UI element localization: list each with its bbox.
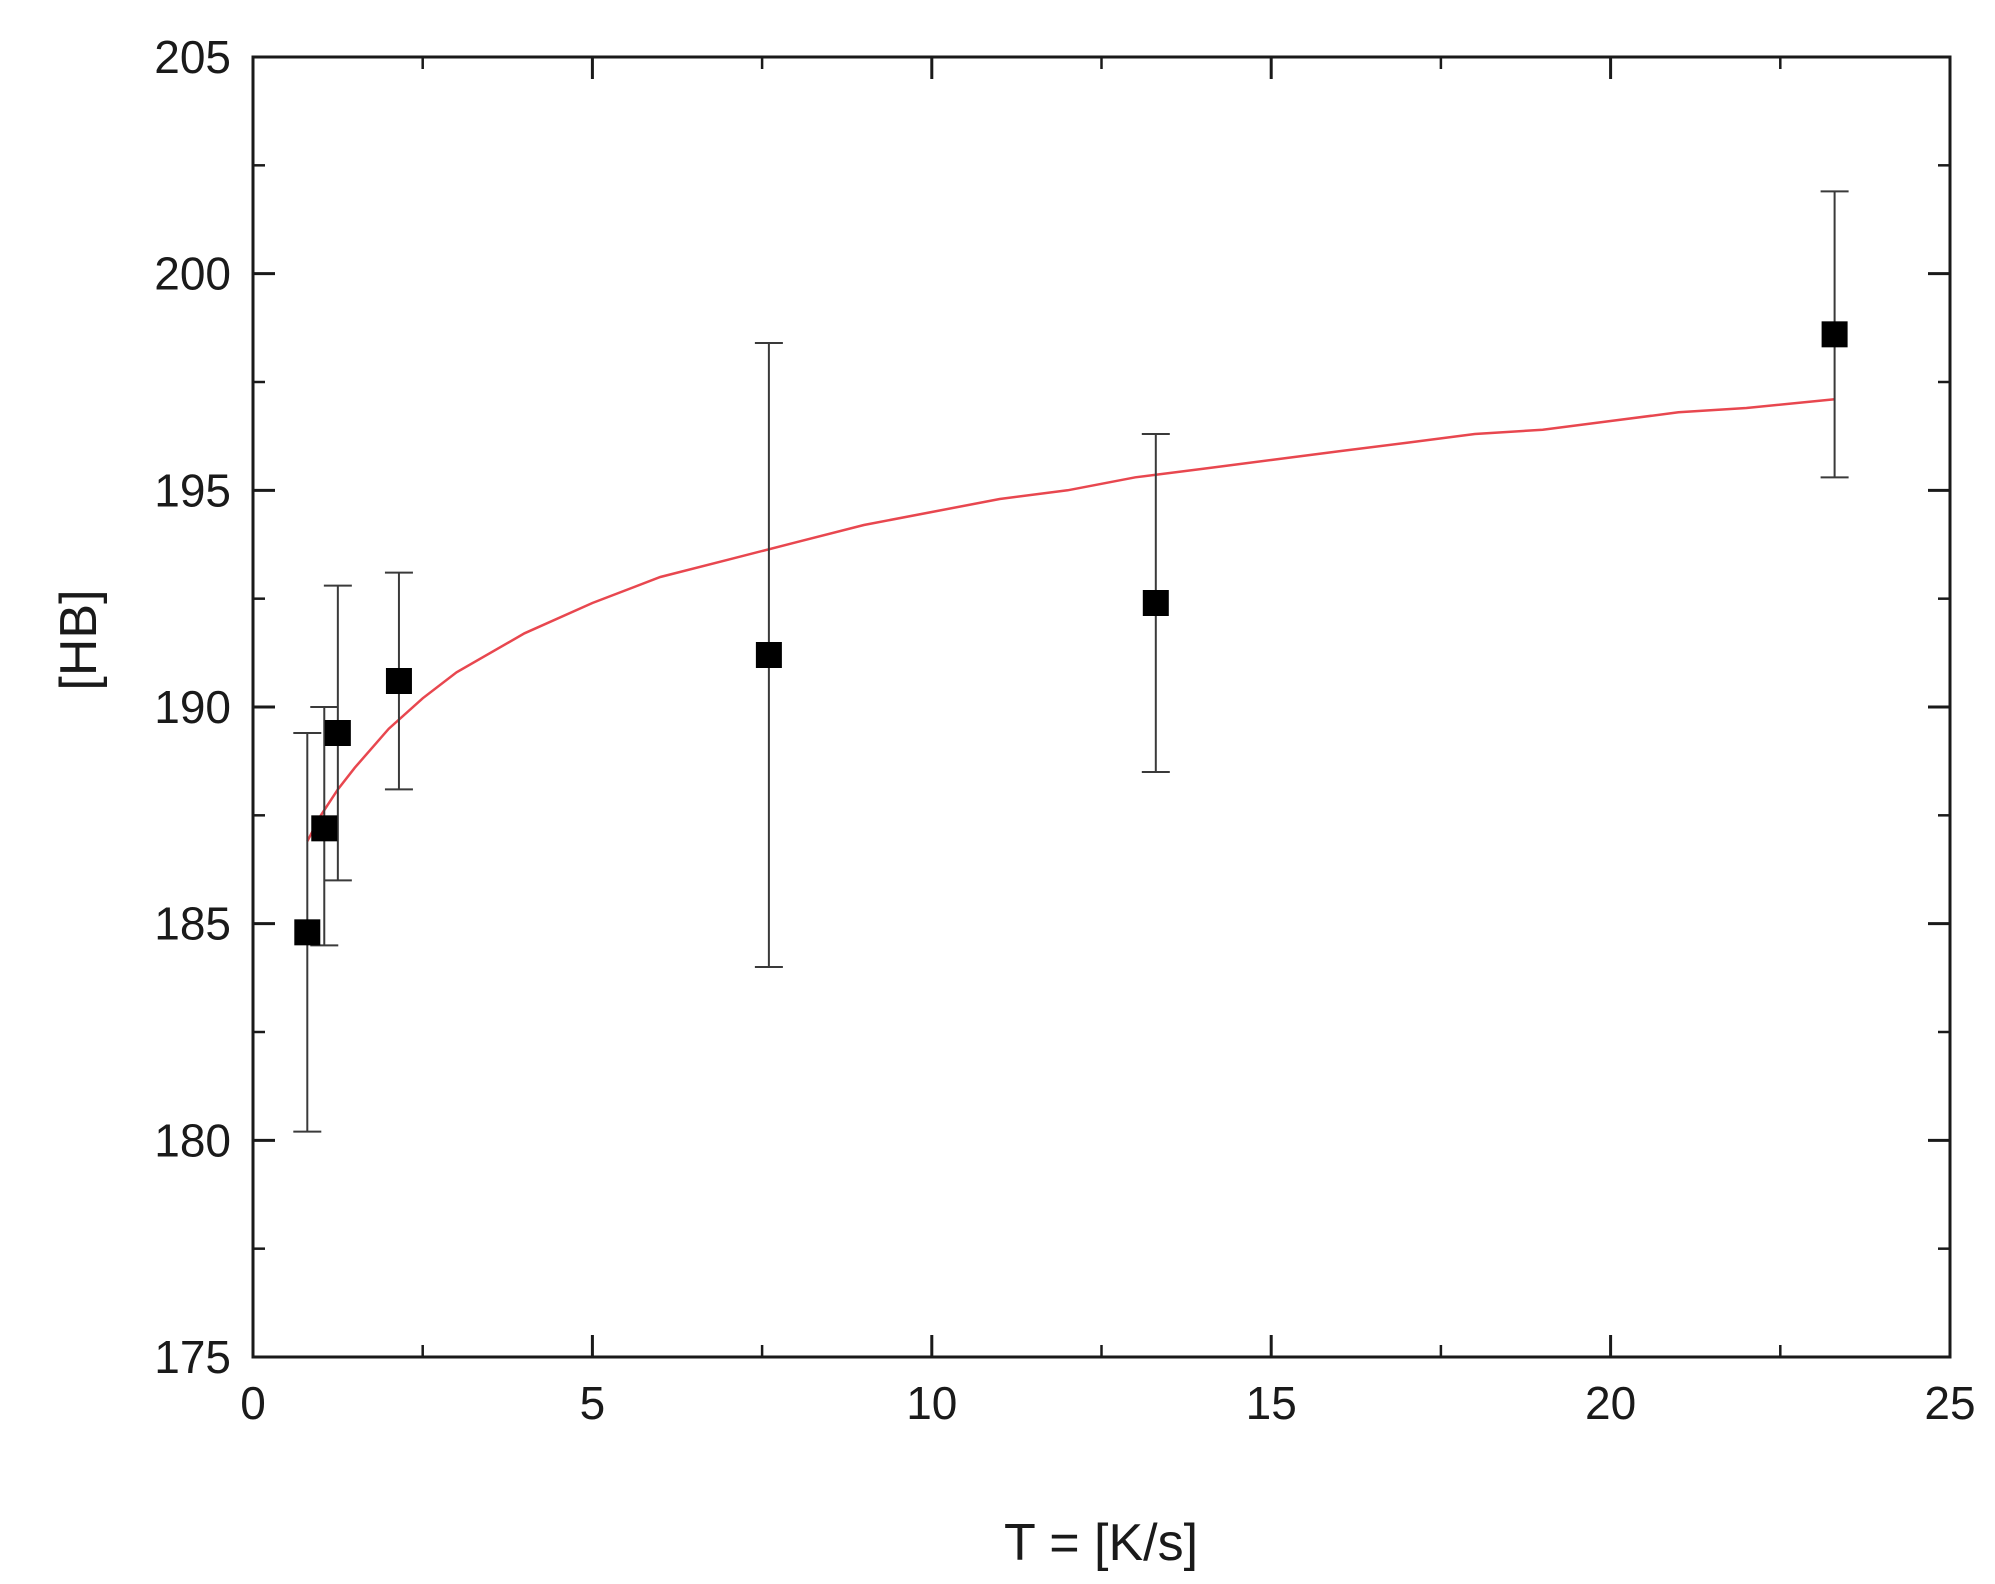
y-tick-label: 200 (154, 248, 231, 300)
y-tick-label: 190 (154, 681, 231, 733)
y-tick-label: 185 (154, 898, 231, 950)
y-tick-label: 195 (154, 464, 231, 516)
y-tick-labels: 175 180 185 190 195 200 205 (154, 31, 231, 1383)
x-tick-label: 20 (1585, 1377, 1636, 1429)
y-tick-label: 205 (154, 31, 231, 83)
x-axis-title: T = [K/s] (1004, 1514, 1198, 1572)
data-point-marker (385, 668, 412, 694)
x-tick-label: 0 (240, 1377, 266, 1429)
data-point-marker (324, 720, 351, 746)
x-tick-labels: 0 5 10 15 20 25 (240, 1377, 1975, 1429)
error-bars (293, 190, 1849, 1133)
plot-frame (251, 55, 1952, 1359)
x-tick-label: 25 (1924, 1377, 1975, 1429)
y-major-ticks (253, 55, 1950, 1359)
x-minor-ticks (421, 57, 1782, 1357)
data-point-marker (311, 815, 338, 842)
x-tick-label: 10 (906, 1377, 957, 1429)
data-point-marker (1821, 321, 1848, 348)
y-tick-label: 180 (154, 1114, 231, 1166)
y-minor-ticks (253, 164, 1950, 1250)
data-point-marker (755, 642, 782, 668)
fit-curve (306, 398, 1835, 842)
x-major-ticks (251, 57, 1952, 1357)
y-axis-title: [HB] (50, 589, 108, 690)
data-point-marker (1142, 590, 1169, 616)
y-tick-label: 175 (154, 1331, 231, 1383)
x-tick-label: 5 (580, 1377, 606, 1429)
x-tick-label: 15 (1246, 1377, 1297, 1429)
data-point-marker (294, 919, 321, 946)
data-points (294, 321, 1848, 946)
